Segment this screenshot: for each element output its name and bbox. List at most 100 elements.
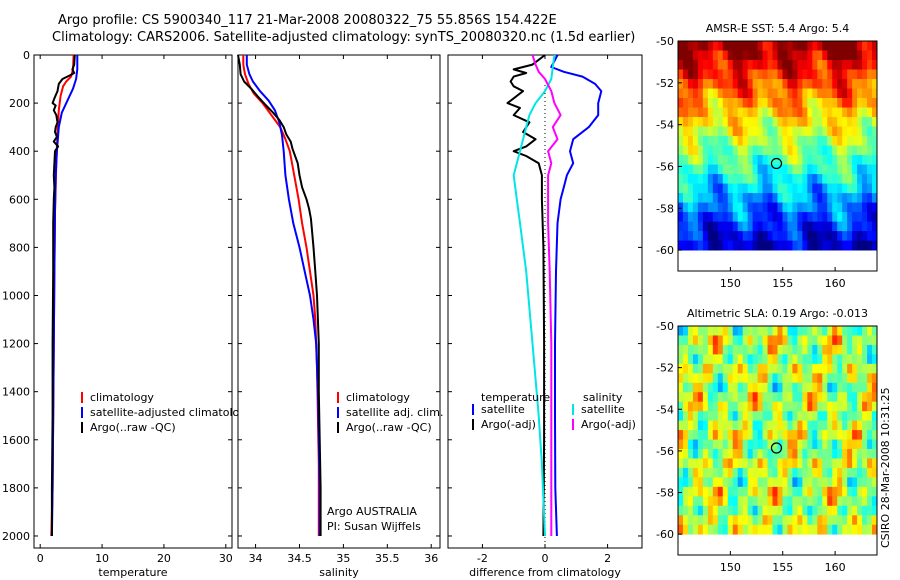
heatmap-cell <box>747 505 754 516</box>
heatmap-cell <box>692 458 699 469</box>
heatmap-cell <box>847 183 853 194</box>
heatmap-cell <box>822 326 828 336</box>
heatmap-cell <box>752 354 759 365</box>
heatmap-cell <box>847 136 853 146</box>
heatmap-cell <box>812 98 818 108</box>
heatmap-cell <box>802 382 808 393</box>
heatmap-cell <box>722 221 729 232</box>
heatmap-cell <box>682 221 689 232</box>
heatmap-cell <box>712 363 719 374</box>
heatmap-cell <box>687 401 694 412</box>
heatmap-cell <box>757 458 763 469</box>
footer-timestamp: CSIRO 28-Mar-2008 10:31:25 <box>879 387 892 548</box>
heatmap-cell <box>742 183 749 194</box>
heatmap-cell <box>777 458 783 469</box>
heatmap-cell <box>767 50 773 61</box>
heatmap-cell <box>727 430 734 440</box>
heatmap-cell <box>822 392 828 403</box>
heatmap-cell <box>737 60 744 70</box>
heatmap-cell <box>767 202 773 213</box>
heatmap-cell <box>787 411 793 422</box>
heatmap-cell <box>847 344 853 355</box>
heatmap-cell <box>817 231 823 241</box>
heatmap-cell <box>692 430 699 440</box>
heatmap-cell <box>702 486 709 497</box>
heatmap-cell <box>857 335 863 346</box>
heatmap-cell <box>847 107 853 118</box>
heatmap-cell <box>682 411 689 422</box>
heatmap-cell <box>802 231 808 241</box>
heatmap-cell <box>867 202 873 213</box>
heatmap-cell <box>842 50 848 61</box>
heatmap-cell <box>817 411 823 422</box>
heatmap-cell <box>697 486 704 497</box>
heatmap-cell <box>762 41 768 51</box>
heatmap-cell <box>802 335 808 346</box>
heatmap-cell <box>777 392 783 403</box>
figure-title-line2: Climatology: CARS2006. Satellite-adjuste… <box>52 30 635 45</box>
heatmap-cell <box>717 344 724 355</box>
heatmap-cell <box>867 373 873 384</box>
heatmap-cell <box>767 183 773 194</box>
heatmap-cell <box>737 145 744 156</box>
heatmap-cell <box>867 486 873 497</box>
heatmap-cell <box>807 183 813 194</box>
heatmap-cell <box>777 363 783 374</box>
heatmap-cell <box>772 60 778 70</box>
heatmap-cell <box>737 344 744 355</box>
heatmap-cell <box>767 326 773 336</box>
heatmap-cell <box>822 496 828 507</box>
heatmap-cell <box>792 477 798 488</box>
heatmap-cell <box>807 505 813 516</box>
heatmap-cell <box>817 240 823 251</box>
heatmap-cell <box>797 41 803 51</box>
heatmap-cell <box>812 107 818 118</box>
heatmap-cell <box>822 420 828 431</box>
heatmap-cell <box>712 411 719 422</box>
heatmap-cell <box>732 382 739 393</box>
map-title: AMSR-E SST: 5.4 Argo: 5.4 <box>706 22 850 35</box>
heatmap-cell <box>712 212 719 222</box>
heatmap-cell <box>737 221 744 232</box>
heatmap-cell <box>737 202 744 213</box>
heatmap-cell <box>707 524 714 535</box>
heatmap-cell <box>722 155 729 165</box>
heatmap-cell <box>712 344 719 355</box>
heatmap-cell <box>852 524 858 535</box>
heatmap-cell <box>837 382 843 393</box>
heatmap-cell <box>872 41 878 51</box>
heatmap-cell <box>817 145 823 156</box>
heatmap-cell <box>827 231 833 241</box>
heatmap-cell <box>747 335 754 346</box>
heatmap-cell <box>678 164 684 175</box>
heatmap-cell <box>817 69 823 80</box>
heatmap-cell <box>687 363 694 374</box>
heatmap-cell <box>842 326 848 336</box>
heatmap-cell <box>867 117 873 127</box>
heatmap-cell <box>762 439 768 450</box>
heatmap-cell <box>678 69 684 80</box>
heatmap-cell <box>702 98 709 108</box>
heatmap-cell <box>837 193 843 203</box>
heatmap-cell <box>872 107 878 118</box>
heatmap-cell <box>737 373 744 384</box>
heatmap-cell <box>712 439 719 450</box>
heatmap-cell <box>807 363 813 374</box>
heatmap-cell <box>767 174 773 184</box>
heatmap-cell <box>847 449 853 459</box>
heatmap-cell <box>807 231 813 241</box>
heatmap-cell <box>847 193 853 203</box>
heatmap-cell <box>772 88 778 99</box>
heatmap-cell <box>747 240 754 251</box>
heatmap-cell <box>727 183 734 194</box>
heatmap-cell <box>857 212 863 222</box>
heatmap-cell <box>727 449 734 459</box>
heatmap-cell <box>697 164 704 175</box>
heatmap-cell <box>837 79 843 89</box>
heatmap-cell <box>807 401 813 412</box>
heatmap-cell <box>867 136 873 146</box>
heatmap-cell <box>742 202 749 213</box>
heatmap-cell <box>722 117 729 127</box>
x-tick-label: 160 <box>825 561 846 574</box>
heatmap-cell <box>772 126 778 137</box>
